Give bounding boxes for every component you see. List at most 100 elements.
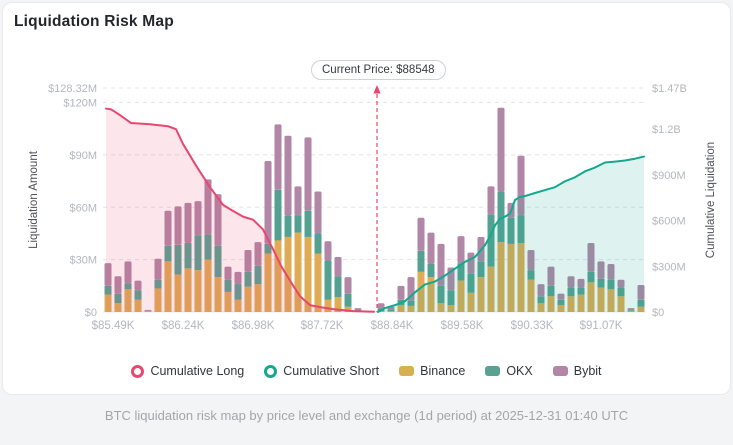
bar-segment-bybit[interactable] — [577, 278, 585, 288]
bar-segment-binance[interactable] — [477, 277, 485, 312]
bar-segment-okx[interactable] — [547, 285, 555, 297]
bar-segment-bybit[interactable] — [637, 284, 645, 300]
bar-segment-okx[interactable] — [517, 215, 525, 244]
bar-segment-bybit[interactable] — [417, 217, 425, 251]
bar-segment-okx[interactable] — [467, 273, 475, 293]
bar-segment-bybit[interactable] — [134, 280, 142, 291]
bar-segment-binance[interactable] — [144, 310, 152, 312]
bar-segment-binance[interactable] — [457, 280, 465, 312]
bar-segment-binance[interactable] — [447, 305, 455, 312]
bar-segment-okx[interactable] — [617, 287, 625, 297]
bar-segment-binance[interactable] — [467, 292, 475, 312]
bar-segment-binance[interactable] — [334, 297, 342, 312]
bar-segment-bybit[interactable] — [397, 285, 405, 300]
bar-segment-binance[interactable] — [487, 266, 495, 312]
bar-segment-binance[interactable] — [377, 311, 385, 312]
bar-segment-bybit[interactable] — [274, 124, 282, 190]
bar-segment-binance[interactable] — [547, 296, 555, 312]
bar-segment-okx[interactable] — [234, 284, 242, 300]
bar-segment-binance[interactable] — [234, 299, 242, 312]
bar-segment-okx[interactable] — [507, 217, 515, 244]
bar-segment-binance[interactable] — [567, 296, 575, 312]
bar-segment-okx[interactable] — [144, 310, 152, 311]
bar-segment-binance[interactable] — [254, 284, 262, 312]
bar-segment-okx[interactable] — [244, 271, 252, 287]
bar-segment-okx[interactable] — [407, 300, 415, 306]
bar-segment-okx[interactable] — [354, 309, 362, 311]
bar-segment-bybit[interactable] — [114, 276, 122, 294]
bar-segment-binance[interactable] — [537, 303, 545, 312]
bar-segment-binance[interactable] — [597, 287, 605, 312]
bar-segment-bybit[interactable] — [547, 266, 555, 286]
bar-segment-bybit[interactable] — [244, 250, 252, 272]
bar-segment-bybit[interactable] — [377, 303, 385, 309]
legend-item-binance[interactable]: Binance — [399, 364, 465, 378]
legend-item-bybit[interactable]: Bybit — [552, 364, 602, 378]
bar-segment-binance[interactable] — [304, 236, 312, 312]
bar-segment-binance[interactable] — [397, 305, 405, 312]
bar-segment-binance[interactable] — [577, 294, 585, 312]
bar-segment-okx[interactable] — [567, 287, 575, 297]
bar-segment-okx[interactable] — [447, 290, 455, 306]
bar-segment-okx[interactable] — [537, 296, 545, 304]
bar-segment-binance[interactable] — [407, 305, 415, 312]
bar-segment-bybit[interactable] — [264, 161, 272, 244]
bar-segment-binance[interactable] — [557, 305, 565, 312]
bar-segment-okx[interactable] — [497, 191, 505, 243]
bar-segment-binance[interactable] — [104, 294, 112, 312]
bar-segment-okx[interactable] — [427, 263, 435, 278]
liquidation-chart-svg[interactable]: $0 $30M $60M $90M $120M $128.32M $0 $300M $600M $… — [0, 0, 733, 395]
bar-segment-bybit[interactable] — [164, 210, 172, 246]
bar-segment-bybit[interactable] — [457, 236, 465, 264]
bar-segment-binance[interactable] — [427, 277, 435, 312]
legend-item-cumulative-long[interactable]: Cumulative Long — [131, 364, 244, 378]
bar-segment-binance[interactable] — [324, 299, 332, 312]
bar-segment-binance[interactable] — [587, 282, 595, 312]
bar-segment-okx[interactable] — [114, 293, 122, 304]
bar-segment-binance[interactable] — [417, 271, 425, 312]
bar-segment-okx[interactable] — [387, 309, 395, 312]
bar-segment-bybit[interactable] — [427, 232, 435, 264]
bar-segment-binance[interactable] — [124, 289, 132, 312]
bar-segment-okx[interactable] — [164, 245, 172, 262]
bar-segment-bybit[interactable] — [194, 201, 202, 236]
bar-segment-okx[interactable] — [284, 215, 292, 237]
bar-segment-bybit[interactable] — [607, 263, 615, 280]
bar-segment-bybit[interactable] — [627, 308, 635, 310]
bar-segment-binance[interactable] — [274, 240, 282, 312]
bar-segment-okx[interactable] — [134, 290, 142, 300]
bar-segment-okx[interactable] — [224, 279, 232, 292]
bar-segment-bybit[interactable] — [184, 202, 192, 244]
bar-segment-binance[interactable] — [314, 253, 322, 312]
bar-segment-okx[interactable] — [344, 293, 352, 307]
bar-segment-okx[interactable] — [477, 261, 485, 278]
bar-segment-bybit[interactable] — [557, 293, 565, 300]
bar-segment-okx[interactable] — [254, 265, 262, 285]
bar-segment-okx[interactable] — [417, 250, 425, 272]
bar-segment-binance[interactable] — [437, 303, 445, 312]
bar-segment-bybit[interactable] — [204, 179, 212, 235]
bar-segment-bybit[interactable] — [224, 266, 232, 280]
bar-segment-binance[interactable] — [344, 306, 352, 312]
legend-item-okx[interactable]: OKX — [485, 364, 533, 378]
bar-segment-okx[interactable] — [557, 299, 565, 306]
bar-segment-okx[interactable] — [264, 243, 272, 254]
bar-segment-bybit[interactable] — [254, 242, 262, 266]
bar-segment-bybit[interactable] — [487, 186, 495, 215]
bar-segment-binance[interactable] — [284, 236, 292, 312]
bar-segment-binance[interactable] — [294, 232, 302, 312]
bar-segment-bybit[interactable] — [517, 155, 525, 216]
bar-segment-binance[interactable] — [154, 288, 162, 312]
bar-segment-bybit[interactable] — [354, 308, 362, 310]
bar-segment-binance[interactable] — [507, 243, 515, 312]
bar-segment-binance[interactable] — [637, 306, 645, 312]
bar-segment-okx[interactable] — [104, 285, 112, 295]
bar-segment-bybit[interactable] — [304, 137, 312, 211]
bar-segment-bybit[interactable] — [497, 107, 505, 192]
bar-segment-okx[interactable] — [637, 299, 645, 307]
bar-segment-okx[interactable] — [204, 234, 212, 260]
bar-segment-okx[interactable] — [607, 279, 615, 290]
bar-segment-okx[interactable] — [437, 285, 445, 304]
bar-segment-bybit[interactable] — [314, 191, 322, 234]
bar-segment-binance[interactable] — [517, 243, 525, 312]
